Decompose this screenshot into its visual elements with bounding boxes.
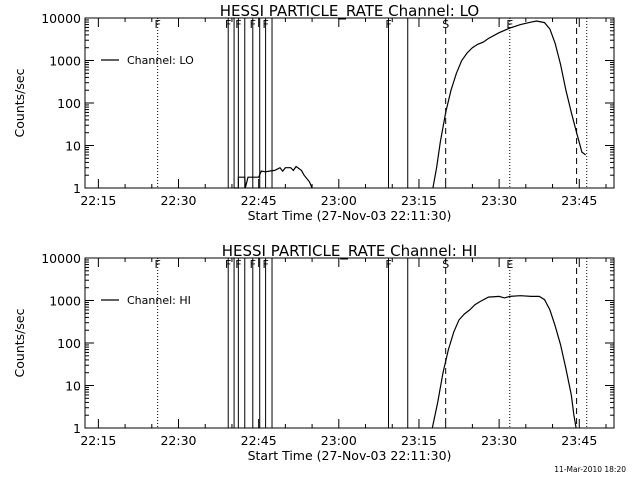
flag-label: F <box>155 18 161 31</box>
chart-title: HESSI PARTICLE_RATE Channel: HI <box>222 242 478 261</box>
flag-label: F <box>225 258 231 271</box>
x-tick-label: 23:00 <box>321 433 357 448</box>
y-tick-label: 10000 <box>41 251 81 266</box>
x-tick-label: 22:30 <box>160 433 196 448</box>
plot-frame <box>84 17 615 189</box>
flag-label: F <box>385 18 391 31</box>
footer-timestamp: 11-Mar-2010 18:20 <box>554 465 626 474</box>
chart-title: HESSI PARTICLE_RATE Channel: LO <box>220 2 479 21</box>
series-line <box>431 295 577 429</box>
flag-label: F <box>155 258 161 271</box>
flag-label: F <box>262 18 268 31</box>
x-tick-label: 23:45 <box>561 193 597 208</box>
x-tick-label: 23:30 <box>481 433 517 448</box>
flag-label: S <box>442 18 449 31</box>
x-tick-label: 22:45 <box>241 433 277 448</box>
flag-label: E <box>506 18 513 31</box>
flag-label: F <box>235 258 241 271</box>
plot-frame <box>84 257 615 429</box>
legend-label: Channel: HI <box>127 294 191 307</box>
x-tick-label: 23:15 <box>401 433 437 448</box>
y-tick-label: 100 <box>57 336 81 351</box>
panel-hi: HESSI PARTICLE_RATE Channel: HI 22:15 22:3… <box>12 242 615 463</box>
x-tick-label: 23:00 <box>321 193 357 208</box>
x-tick-label: 23:30 <box>481 193 517 208</box>
y-tick-label: 1000 <box>49 54 81 69</box>
flag-label: F <box>385 258 391 271</box>
flag-label: E <box>506 258 513 271</box>
x-tick-label: 23:15 <box>401 193 437 208</box>
x-tick-label: 22:30 <box>160 193 196 208</box>
x-tick-label: 22:15 <box>80 193 116 208</box>
y-axis-label: Counts/sec <box>12 68 27 137</box>
x-tick-label: 22:15 <box>80 433 116 448</box>
flag-label: S <box>442 258 449 271</box>
y-tick-label: 10 <box>65 139 81 154</box>
flag-label: F <box>225 18 231 31</box>
y-tick-label: 1 <box>73 181 81 196</box>
y-tick-label: 100 <box>57 96 81 111</box>
flag-label: F <box>262 258 268 271</box>
x-tick-label: 23:45 <box>561 433 597 448</box>
flag-label: F <box>235 18 241 31</box>
x-tick-label: 22:45 <box>241 193 277 208</box>
y-axis-label: Counts/sec <box>12 308 27 377</box>
flag-label: F <box>250 18 256 31</box>
flag-label: F <box>250 258 256 271</box>
x-axis-label: Start Time (27-Nov-03 22:11:30) <box>248 448 452 463</box>
legend-label: Channel: LO <box>127 54 194 67</box>
y-tick-label: 1 <box>73 421 81 436</box>
y-tick-label: 10 <box>65 379 81 394</box>
panel-lo: HESSI PARTICLE_RATE Channel: LO 22:15 22:3… <box>12 2 615 223</box>
series-line <box>432 20 587 189</box>
x-axis-label: Start Time (27-Nov-03 22:11:30) <box>248 208 452 223</box>
y-tick-label: 1000 <box>49 294 81 309</box>
series-line <box>234 165 313 189</box>
y-tick-label: 10000 <box>41 11 81 26</box>
